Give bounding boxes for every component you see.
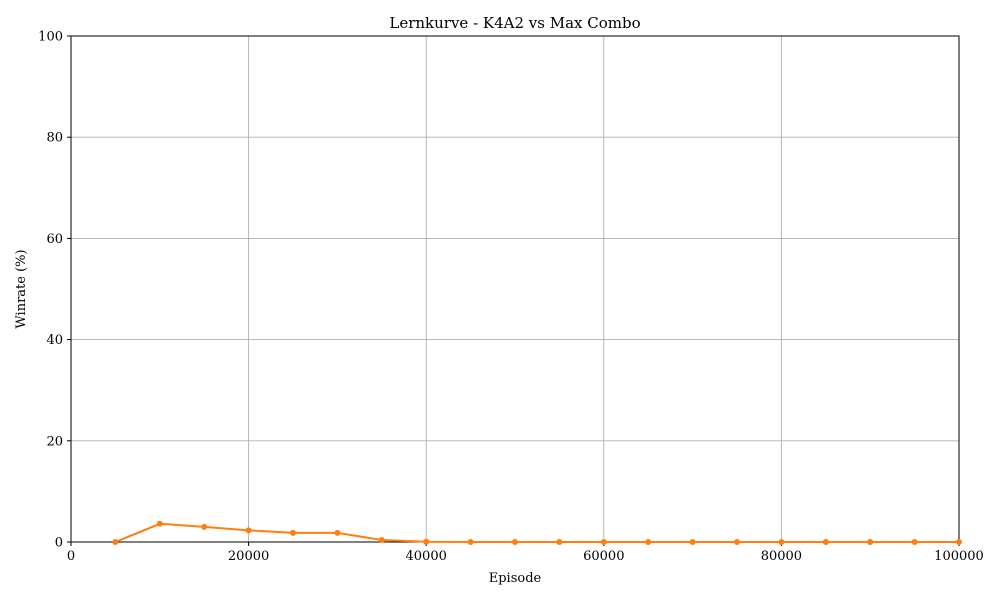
data-point bbox=[734, 539, 740, 545]
series-line bbox=[115, 522, 959, 543]
y-tick-label: 100 bbox=[38, 30, 63, 45]
y-tick-label: 40 bbox=[46, 333, 63, 348]
x-tick-label: 60000 bbox=[583, 549, 624, 564]
x-tick-label: 0 bbox=[67, 549, 75, 564]
data-point bbox=[112, 539, 119, 545]
data-point bbox=[512, 539, 518, 545]
data-point bbox=[689, 539, 696, 545]
y-tick-label: 0 bbox=[55, 536, 63, 551]
data-point bbox=[423, 538, 430, 545]
x-tick-label: 20000 bbox=[228, 549, 269, 564]
data-point bbox=[956, 539, 962, 545]
data-point bbox=[778, 539, 785, 545]
data-point bbox=[156, 520, 163, 527]
x-tick-label: 80000 bbox=[761, 549, 802, 564]
chart-title: Lernkurve - K4A2 vs Max Combo bbox=[389, 14, 640, 32]
y-tick-label: 20 bbox=[46, 434, 63, 449]
data-point bbox=[600, 539, 607, 545]
data-point bbox=[334, 529, 341, 536]
data-point bbox=[201, 523, 208, 530]
y-tick-label: 80 bbox=[46, 131, 63, 146]
axis-ticks: 0 20000 40000 60000 80000 100000 0 20 40 60 80 100 bbox=[38, 30, 984, 565]
data-point bbox=[822, 539, 829, 545]
data-point bbox=[290, 529, 296, 536]
data-point bbox=[911, 539, 918, 545]
plot-area bbox=[70, 35, 960, 543]
x-tick-label: 100000 bbox=[934, 549, 984, 564]
y-tick-label: 60 bbox=[46, 232, 63, 247]
series-layer bbox=[112, 520, 962, 545]
data-point bbox=[245, 527, 252, 534]
data-point bbox=[556, 539, 563, 545]
data-point bbox=[378, 536, 385, 543]
data-point bbox=[645, 539, 652, 545]
data-point bbox=[867, 539, 874, 545]
x-tick-label: 40000 bbox=[406, 549, 447, 564]
x-axis-title: Episode bbox=[489, 571, 542, 586]
y-axis-title: Winrate (%) bbox=[14, 249, 29, 328]
data-point bbox=[467, 539, 474, 545]
grid-lines bbox=[70, 35, 960, 543]
